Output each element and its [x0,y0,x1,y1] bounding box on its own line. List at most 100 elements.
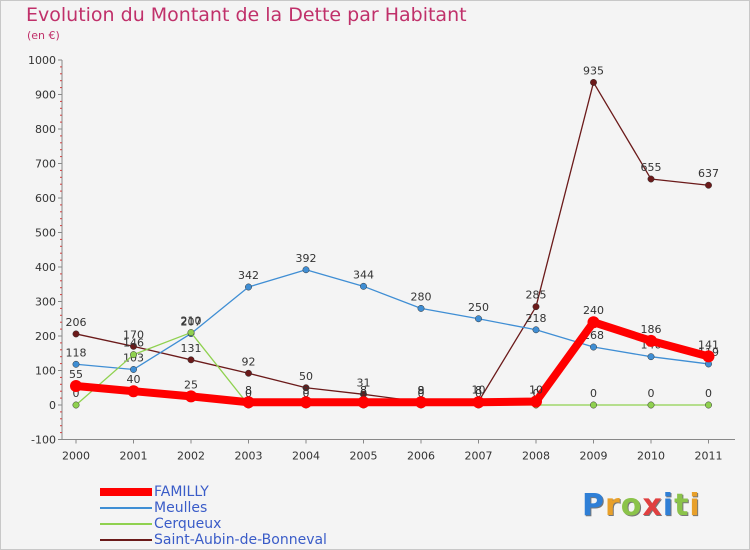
data-label: 218 [526,312,547,325]
data-label: 25 [184,378,198,391]
data-point [185,390,197,403]
data-label: 8 [245,384,252,397]
data-point [530,395,542,408]
x-tick-label: 2004 [292,450,320,463]
legend-swatch [100,507,152,509]
data-label: 207 [181,316,202,329]
data-label: 9 [418,384,425,397]
chart-subtitle: (en €) [27,29,60,42]
data-label: 92 [242,355,256,368]
data-label: 344 [353,268,374,281]
data-label: 118 [66,346,87,359]
data-point [647,353,655,361]
data-point [72,330,80,338]
data-point [587,316,600,329]
data-label: 250 [468,301,489,314]
data-label: 210 [181,315,202,328]
x-tick-label: 2003 [235,450,263,463]
y-tick-label: 800 [35,123,56,136]
data-point [245,283,252,291]
y-tick-label: 500 [35,227,56,240]
data-label: 0 [245,387,252,400]
data-point [532,326,540,334]
legend-label: Meulles [154,500,208,516]
x-tick-label: 2008 [522,450,550,463]
series-line [75,81,710,403]
data-label: 146 [123,337,144,350]
data-point [187,356,195,364]
data-point [127,385,140,398]
x-tick-label: 2002 [177,450,205,463]
data-point [590,401,597,409]
data-label: 8 [360,384,367,397]
data-point [705,401,712,409]
y-tick-label: -100 [31,434,56,447]
legend-label: Cerqueux [154,516,222,532]
data-label: 280 [411,290,432,303]
logo-letter: r [605,488,621,523]
data-point [360,282,367,290]
data-label: 240 [583,304,604,317]
data-point [72,401,80,409]
data-label: 10 [529,384,543,397]
data-point [130,342,137,350]
logo-letter: o [620,488,643,523]
data-point [475,315,482,323]
x-tick-label: 2007 [465,450,493,463]
y-tick-label: 400 [35,261,56,274]
data-label: 0 [590,387,597,400]
data-label: 655 [641,161,662,174]
data-label: 0 [533,387,540,400]
data-point [70,380,82,393]
data-point [302,266,310,274]
data-label: 0 [303,387,310,400]
y-tick-label: 100 [35,365,56,378]
y-tick-label: 900 [35,89,56,102]
data-label: 31 [357,376,371,389]
data-point [590,343,597,351]
data-label: 0 [73,387,80,400]
data-label: 637 [698,167,719,180]
y-tick-label: 300 [35,296,56,309]
data-point [645,334,657,347]
logo-letter: i [662,488,675,523]
data-label: 0 [418,387,425,400]
data-label: 50 [299,370,313,383]
x-tick-label: 2000 [62,450,90,463]
data-label: 0 [648,387,655,400]
x-tick-label: 2005 [350,450,378,463]
data-point [302,384,310,392]
chart-title: Evolution du Montant de la Dette par Hab… [26,4,467,26]
data-point [72,360,80,368]
data-label: 285 [526,289,547,302]
data-point [705,181,712,189]
data-point [357,396,370,409]
data-point [590,78,597,86]
x-tick-label: 2010 [637,450,665,463]
data-label: 8 [303,384,310,397]
proxiti-logo: Proxiti [582,488,701,523]
x-tick-label: 2011 [695,450,723,463]
data-point [242,396,255,409]
y-tick-label: 600 [35,192,56,205]
legend-label: FAMILLY [154,484,209,500]
logo-letter: i [689,488,701,523]
data-point [647,401,655,409]
data-label: 8 [418,384,425,397]
data-point [472,396,485,409]
legend-label: Saint-Aubin-de-Bonneval [154,532,327,548]
y-tick-label: 0 [49,399,56,412]
data-label: 10 [472,384,486,397]
y-tick-label: 200 [35,330,56,343]
data-label: 131 [181,342,202,355]
logo-letter: P [582,488,605,523]
y-tick-label: 700 [35,158,56,171]
data-label: 392 [296,252,317,265]
x-tick-label: 2001 [120,450,148,463]
data-label: 40 [127,373,141,386]
series-line [75,269,710,371]
line-chart: -100010020030040050060070080090010002000… [28,54,735,463]
legend-swatch [100,488,152,496]
data-label: 206 [66,316,87,329]
